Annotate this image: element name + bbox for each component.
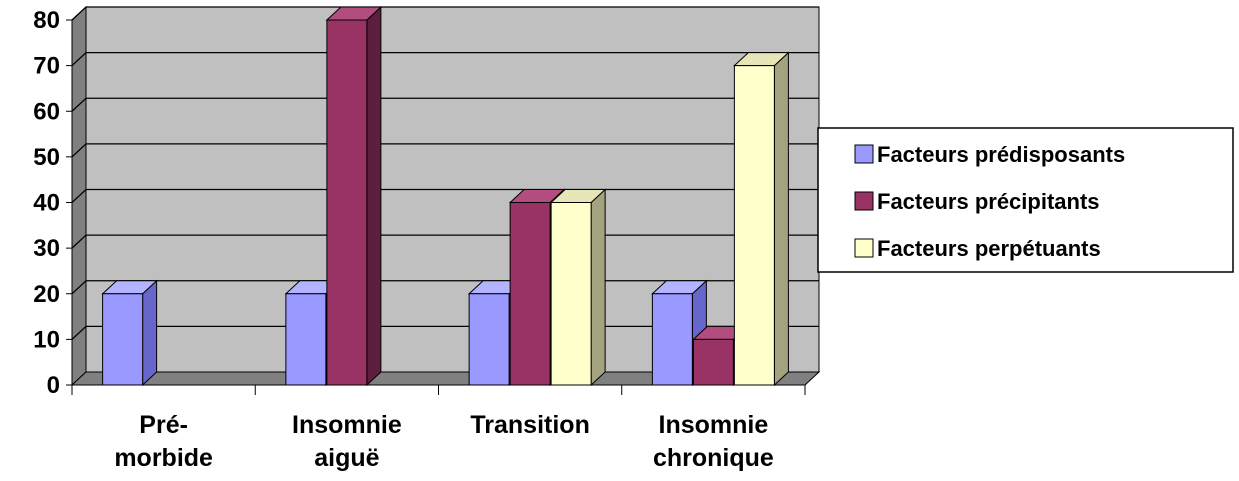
legend-swatch-precipitants <box>854 191 874 211</box>
bar <box>326 19 368 386</box>
gridline <box>71 52 819 67</box>
x-category-label: Insomnie <box>292 411 402 439</box>
x-category-label: aiguë <box>314 444 379 472</box>
y-tick-label: 50 <box>33 144 60 171</box>
legend-swatch-perpetuants <box>854 238 874 258</box>
legend-label-predisposants: Facteurs prédisposants <box>877 142 1125 167</box>
legend-box <box>817 127 1234 273</box>
legend-label-perpetuants: Facteurs perpétuants <box>877 236 1101 261</box>
gridline <box>71 97 819 112</box>
y-tick-label: 70 <box>33 53 60 80</box>
x-category-label: chronique <box>653 444 774 472</box>
bar-side <box>590 188 606 387</box>
bar <box>509 202 551 386</box>
y-tick-label: 30 <box>33 235 60 262</box>
bar-side <box>773 51 789 387</box>
bar <box>651 293 693 386</box>
legend: Facteurs prédisposants Facteurs précipit… <box>817 127 1234 273</box>
bar <box>733 65 775 386</box>
bar-side <box>366 5 382 387</box>
bars <box>101 5 790 387</box>
y-tick-label: 10 <box>33 326 60 353</box>
x-axis: Pré-morbide Insomnie aiguë Transition Insomn… <box>71 384 806 472</box>
y-tick-label: 80 <box>33 7 60 34</box>
y-tick-label: 60 <box>33 98 60 125</box>
gridline <box>71 143 819 158</box>
y-axis: 0 10 20 30 40 50 60 70 80 <box>33 7 73 399</box>
gridline <box>71 6 819 21</box>
x-category-label: Insomnie <box>659 411 769 439</box>
bar <box>550 202 592 386</box>
bar <box>102 293 144 386</box>
bar <box>285 293 327 386</box>
y-tick-label: 0 <box>47 372 60 399</box>
x-category-label: Pré- <box>139 411 188 439</box>
bar-side <box>142 279 158 387</box>
x-category-label: Transition <box>470 411 589 439</box>
bar <box>468 293 510 386</box>
legend-swatch-predisposants <box>854 144 874 164</box>
y-tick-label: 20 <box>33 281 60 308</box>
y-tick-label: 40 <box>33 190 60 217</box>
bar <box>692 338 734 386</box>
x-category-label: morbide <box>114 444 213 472</box>
legend-label-precipitants: Facteurs précipitants <box>877 189 1100 214</box>
